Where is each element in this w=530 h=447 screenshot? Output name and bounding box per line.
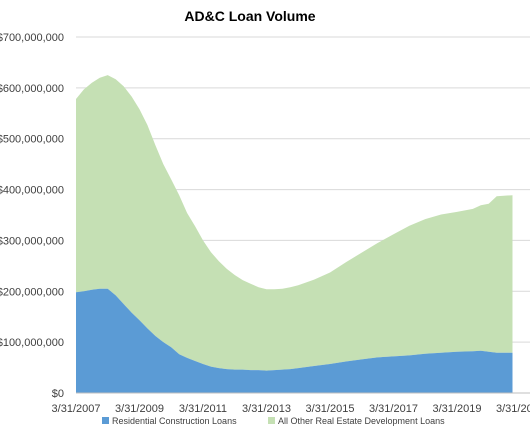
x-tick-label: 3/31/2013 (242, 403, 291, 415)
x-tick-label: 3/31/2015 (306, 403, 355, 415)
y-tick-label: $600,000,000 (0, 83, 64, 95)
y-tick-label: $400,000,000 (0, 185, 64, 197)
x-tick-label: 3/31/2019 (433, 403, 482, 415)
area-layer (76, 75, 513, 393)
x-tick-label: 3/31/2021 (496, 403, 530, 415)
y-tick-label: $700,000,000 (0, 32, 64, 44)
y-tick-label: $0 (52, 388, 64, 400)
legend-label: Residential Construction Loans (112, 416, 237, 426)
series-area-residential-construction-loans (76, 288, 513, 393)
y-tick-label: $100,000,000 (0, 337, 64, 349)
x-tick-label: 3/31/2017 (369, 403, 418, 415)
legend-item-other: All Other Real Estate Development Loans (268, 416, 445, 426)
y-tick-label: $200,000,000 (0, 286, 64, 298)
y-tick-label: $500,000,000 (0, 134, 64, 146)
series-area-other-development-loans (76, 75, 513, 371)
tick-layer: $0 $100,000,000 $200,000,000 $300,000,000 $4… (0, 32, 530, 415)
legend-label: All Other Real Estate Development Loans (278, 416, 445, 426)
y-tick-label: $300,000,000 (0, 235, 64, 247)
x-tick-label: 3/31/2007 (52, 403, 101, 415)
legend-swatch (268, 417, 275, 424)
legend-item-residential: Residential Construction Loans (102, 416, 237, 426)
legend-swatch (102, 417, 109, 424)
x-tick-label: 3/31/2009 (115, 403, 164, 415)
legend: Residential Construction Loans All Other … (102, 416, 445, 426)
x-tick-label: 3/31/2011 (179, 403, 227, 415)
chart-title: AD&C Loan Volume (184, 8, 315, 24)
